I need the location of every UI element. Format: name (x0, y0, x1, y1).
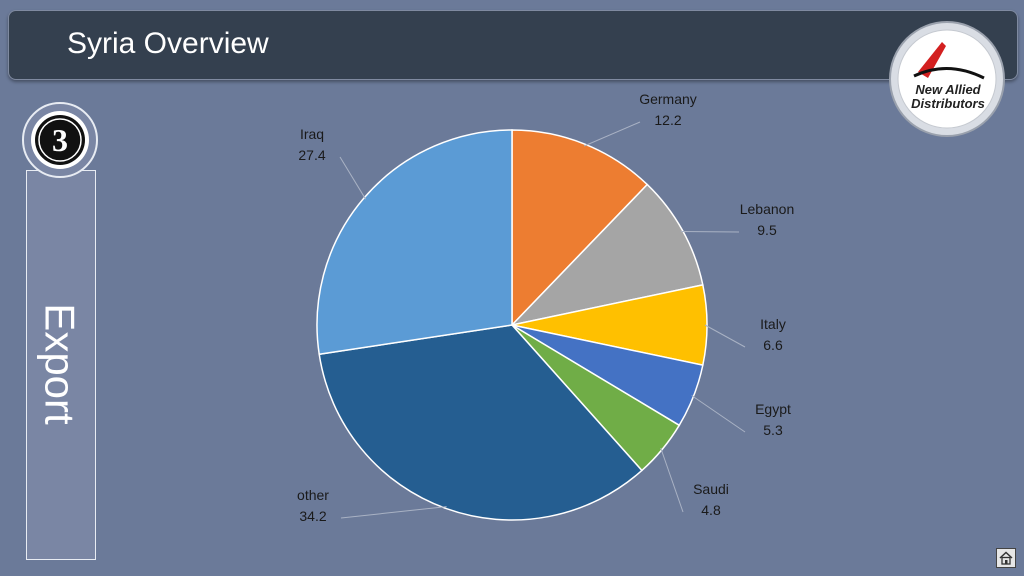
logo-line1: New Allied (915, 82, 981, 97)
title-bar: Syria Overview (8, 10, 1018, 80)
company-logo: New Allied Distributors (889, 21, 1005, 137)
section-number-badge: 3 (22, 102, 98, 178)
data-label-value: 34.2 (299, 508, 326, 524)
data-label-category: Germany (639, 91, 697, 107)
leader-line-lebanon (680, 230, 740, 233)
logo-line2: Distributors (911, 96, 985, 111)
leader-line-germany (583, 121, 641, 147)
leader-line-egypt (691, 395, 746, 433)
data-label-value: 5.3 (763, 422, 783, 438)
page-title: Syria Overview (67, 27, 269, 60)
pie-slice-other (318, 324, 643, 521)
data-label-category: other (297, 487, 329, 503)
data-label-category: Egypt (755, 401, 791, 417)
leader-line-iraq (339, 156, 367, 200)
data-label-value: 27.4 (298, 147, 325, 163)
leader-line-other (340, 506, 447, 519)
home-button[interactable] (996, 548, 1016, 568)
data-label-category: Iraq (300, 126, 324, 142)
pie-slice-germany (511, 129, 649, 327)
pie-slice-iraq (316, 129, 513, 356)
home-icon (999, 551, 1013, 565)
data-label-category: Lebanon (740, 201, 795, 217)
data-label-value: 6.6 (763, 337, 783, 353)
leader-line-saudi (660, 447, 684, 513)
data-label-category: Saudi (693, 481, 729, 497)
data-label-value: 4.8 (701, 502, 721, 518)
section-panel (26, 170, 96, 560)
leader-line-italy (704, 324, 746, 348)
data-label-value: 9.5 (757, 222, 777, 238)
section-number: 3 (52, 122, 68, 158)
data-label-value: 12.2 (654, 112, 681, 128)
data-label-category: Italy (760, 316, 786, 332)
pie-slice-lebanon (509, 183, 704, 327)
logo-mark-icon (918, 42, 946, 78)
